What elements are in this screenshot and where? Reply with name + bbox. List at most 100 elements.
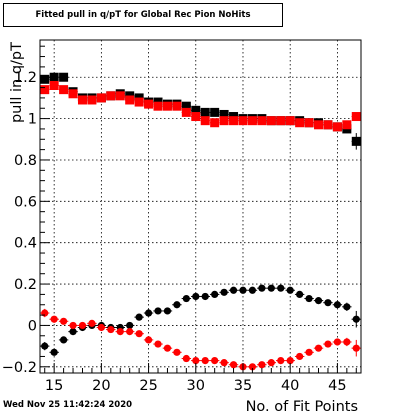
data-point-square xyxy=(49,81,59,91)
data-point-square xyxy=(181,101,191,111)
data-point-square xyxy=(200,116,210,126)
data-point-circle xyxy=(220,288,228,296)
data-point-circle xyxy=(352,315,360,323)
data-point-square xyxy=(200,107,210,117)
data-point-circle xyxy=(173,348,181,356)
data-point-circle xyxy=(220,359,228,367)
grid-layer xyxy=(40,40,361,373)
data-point-square xyxy=(323,120,333,130)
data-point-circle xyxy=(69,328,77,336)
y-tick-label: 0 xyxy=(28,318,37,334)
data-point-circle xyxy=(182,294,190,303)
data-point-square xyxy=(257,116,267,126)
y-tick-label: 1.2 xyxy=(14,70,37,86)
data-point-circle xyxy=(60,317,68,325)
data-point-square xyxy=(266,116,276,126)
data-point-circle xyxy=(50,315,58,323)
data-point-circle xyxy=(352,344,360,352)
data-point-circle xyxy=(324,340,332,348)
data-point-circle xyxy=(69,321,77,330)
x-axis-label: No. of Fit Points xyxy=(246,399,358,414)
data-point-square xyxy=(153,101,163,111)
data-point-circle xyxy=(97,323,105,332)
data-point-circle xyxy=(296,352,304,361)
data-point-square xyxy=(351,112,361,122)
data-point-square xyxy=(210,118,220,128)
data-point-square xyxy=(304,118,314,128)
data-point-circle xyxy=(163,344,172,352)
data-point-circle xyxy=(211,290,219,299)
data-point-circle xyxy=(258,361,266,369)
data-point-square xyxy=(87,95,97,105)
x-tick-label: 45 xyxy=(328,378,346,394)
y-tick-label: 0.8 xyxy=(14,153,37,169)
data-point-circle xyxy=(163,307,172,315)
data-point-circle xyxy=(201,292,209,301)
series-1 xyxy=(40,72,361,150)
data-point-circle xyxy=(107,325,115,334)
data-point-circle xyxy=(144,309,153,317)
x-tick-label: 35 xyxy=(234,378,252,394)
data-point-circle xyxy=(343,303,351,311)
x-tick-label: 30 xyxy=(187,378,205,394)
data-point-circle xyxy=(324,299,332,307)
data-point-circle xyxy=(229,286,238,294)
y-tick-label: 0.4 xyxy=(14,236,37,252)
data-point-square xyxy=(314,120,324,130)
data-point-square xyxy=(59,72,69,82)
data-point-circle xyxy=(277,356,285,365)
data-point-circle xyxy=(229,361,238,369)
series-2 xyxy=(40,81,361,132)
data-point-circle xyxy=(182,354,190,363)
tick-layer: 15 20 25 30 35 40 45 −0.2 0 0.2 0.4 0.6 0.8 1 1.2 xyxy=(2,45,357,394)
data-point-square xyxy=(40,85,50,95)
data-point-square xyxy=(162,101,172,111)
data-point-circle xyxy=(88,319,96,327)
data-point-square xyxy=(229,116,239,126)
data-point-circle xyxy=(305,294,313,303)
data-point-square xyxy=(295,118,305,128)
data-point-square xyxy=(285,116,295,126)
data-point-circle xyxy=(126,328,134,336)
data-point-square xyxy=(172,101,182,111)
data-point-square xyxy=(125,95,135,105)
data-point-circle xyxy=(192,356,200,365)
timestamp: Wed Nov 25 11:42:24 2020 xyxy=(3,400,133,410)
data-point-circle xyxy=(258,284,266,292)
data-point-square xyxy=(115,91,125,101)
data-point-square xyxy=(332,122,342,132)
data-point-square xyxy=(134,97,144,107)
series-3 xyxy=(40,284,361,356)
data-point-circle xyxy=(333,301,341,309)
chart-title-box: Fitted pull in q/pT for Global Rec Pion … xyxy=(3,3,283,27)
data-point-circle xyxy=(154,340,162,348)
data-point-square xyxy=(106,91,116,101)
chart-title: Fitted pull in q/pT for Global Rec Pion … xyxy=(35,10,251,20)
x-tick-label: 20 xyxy=(92,378,110,394)
data-point-square xyxy=(59,85,69,95)
data-point-circle xyxy=(154,307,162,315)
data-point-circle xyxy=(144,336,153,344)
data-point-circle xyxy=(333,338,341,346)
data-point-circle xyxy=(192,292,200,301)
data-point-circle xyxy=(60,336,68,344)
data-point-square xyxy=(49,72,59,82)
data-point-square xyxy=(144,99,154,109)
data-point-circle xyxy=(135,330,143,338)
data-point-square xyxy=(181,107,191,117)
data-point-circle xyxy=(126,321,134,330)
data-point-square xyxy=(219,109,229,119)
x-tick-label: 40 xyxy=(281,378,299,394)
data-point-circle xyxy=(267,359,275,367)
data-point-square xyxy=(219,116,229,126)
y-tick-label: 1 xyxy=(28,112,37,128)
data-point-circle xyxy=(78,321,87,330)
y-axis-label: pull in q/pT xyxy=(9,42,25,123)
plot-frame xyxy=(39,39,362,374)
x-tick-label: 15 xyxy=(45,378,63,394)
data-point-circle xyxy=(211,356,219,365)
series-4 xyxy=(40,308,361,371)
data-point-square xyxy=(191,105,201,115)
data-point-circle xyxy=(116,328,124,336)
data-point-circle xyxy=(173,301,181,309)
